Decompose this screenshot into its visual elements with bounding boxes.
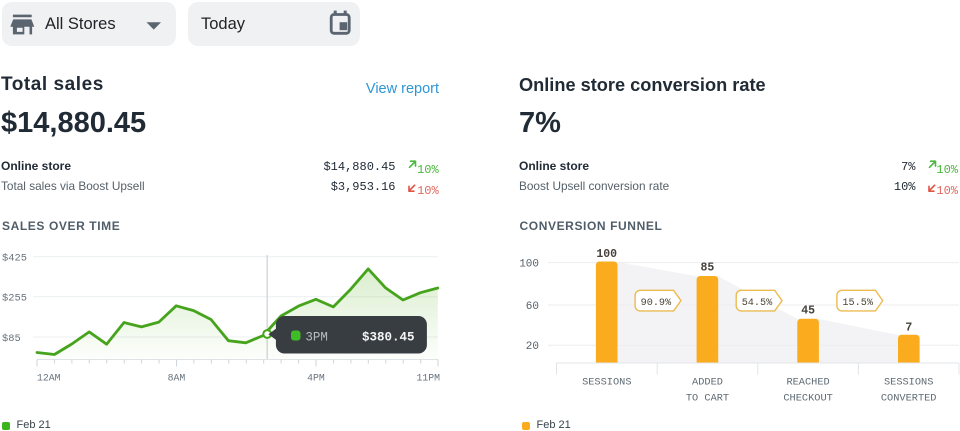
svg-text:CHECKOUT: CHECKOUT xyxy=(783,392,832,404)
svg-text:3PM: 3PM xyxy=(305,331,328,345)
svg-text:SESSIONS: SESSIONS xyxy=(884,377,933,389)
svg-text:45: 45 xyxy=(801,305,815,318)
svg-text:SESSIONS: SESSIONS xyxy=(582,377,631,389)
svg-text:60: 60 xyxy=(526,301,539,313)
svg-text:ADDED: ADDED xyxy=(692,377,723,389)
svg-text:$255: $255 xyxy=(2,293,27,305)
svg-text:15.5%: 15.5% xyxy=(842,298,873,309)
svg-text:12AM: 12AM xyxy=(37,373,61,384)
svg-text:8AM: 8AM xyxy=(168,373,186,384)
svg-text:100: 100 xyxy=(519,258,539,270)
svg-text:90.9%: 90.9% xyxy=(641,298,672,309)
svg-text:TO CART: TO CART xyxy=(686,392,729,404)
svg-text:$425: $425 xyxy=(2,253,27,265)
svg-text:7: 7 xyxy=(905,322,912,335)
svg-text:$380.45: $380.45 xyxy=(362,331,415,345)
svg-text:20: 20 xyxy=(526,341,539,353)
svg-text:REACHED: REACHED xyxy=(786,377,829,389)
svg-text:54.5%: 54.5% xyxy=(742,298,773,309)
svg-text:CONVERTED: CONVERTED xyxy=(881,392,937,404)
svg-text:11PM: 11PM xyxy=(416,373,440,384)
svg-text:100: 100 xyxy=(596,248,617,261)
svg-text:$85: $85 xyxy=(2,333,21,345)
svg-text:4PM: 4PM xyxy=(307,373,325,384)
svg-text:85: 85 xyxy=(700,262,714,275)
